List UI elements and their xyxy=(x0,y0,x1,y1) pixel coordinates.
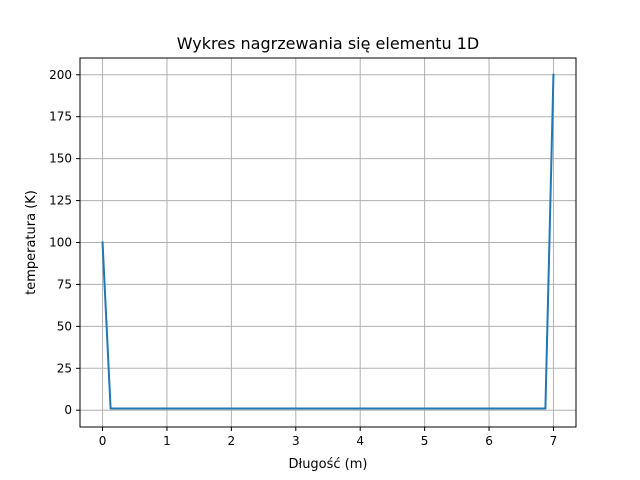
x-axis-label: Długość (m) xyxy=(288,457,367,472)
x-tick-label: 6 xyxy=(485,434,493,448)
y-tick-label: 200 xyxy=(49,68,72,82)
y-tick-label: 150 xyxy=(49,152,72,166)
x-tick-label: 3 xyxy=(292,434,300,448)
grid xyxy=(80,58,576,427)
y-tick-label: 25 xyxy=(57,361,72,375)
x-tick-label: 4 xyxy=(356,434,364,448)
chart-title: Wykres nagrzewania się elementu 1D xyxy=(177,34,479,53)
y-tick-label: 125 xyxy=(49,194,72,208)
series-layer xyxy=(101,73,555,410)
series-line xyxy=(101,73,555,410)
y-tick-label: 75 xyxy=(57,277,72,291)
y-tick-label: 0 xyxy=(64,403,72,417)
x-tick-label: 2 xyxy=(228,434,236,448)
x-tick-label: 5 xyxy=(421,434,429,448)
ticks: 0 1 2 3 4 5 6 7 0 25 50 75 100 125 150 175 200 xyxy=(49,68,557,448)
y-axis-label: temperatura (K) xyxy=(24,190,39,295)
x-tick-label: 1 xyxy=(163,434,171,448)
y-tick-label: 175 xyxy=(49,110,72,124)
y-tick-label: 100 xyxy=(49,236,72,250)
x-tick-label: 0 xyxy=(99,434,107,448)
x-tick-label: 7 xyxy=(550,434,558,448)
y-tick-label: 50 xyxy=(57,319,72,333)
